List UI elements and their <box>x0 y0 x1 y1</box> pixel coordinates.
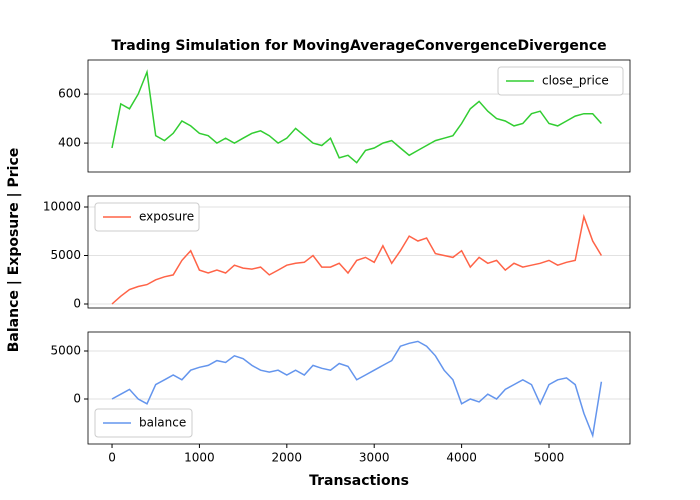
y-tick-label: 5000 <box>50 343 81 357</box>
legend-box <box>497 66 624 96</box>
data-line <box>111 340 603 439</box>
data-line <box>111 213 603 305</box>
legend-label: balance <box>139 416 186 430</box>
x-tick-label: 5000 <box>534 451 565 465</box>
x-tick-label: 0 <box>108 451 116 465</box>
x-tick-label: 1000 <box>184 451 215 465</box>
x-tick-label: 3000 <box>359 451 390 465</box>
chart-title: Trading Simulation for MovingAverageConv… <box>111 38 606 54</box>
plot-frame <box>87 195 631 309</box>
y-tick-label: 600 <box>58 87 81 101</box>
y-tick-label: 0 <box>73 297 81 311</box>
plot-frame <box>87 331 631 445</box>
legend-box <box>94 408 193 438</box>
y-tick-label: 5000 <box>50 248 81 262</box>
x-tick-label: 2000 <box>272 451 303 465</box>
y-tick-label: 0 <box>73 391 81 405</box>
legend-box <box>94 202 200 232</box>
data-line <box>111 69 602 164</box>
y-axis-label: Balance | Exposure | Price <box>6 148 22 353</box>
x-axis-label: Transactions <box>309 473 409 489</box>
y-tick-label: 400 <box>58 136 81 150</box>
x-tick-label: 4000 <box>446 451 477 465</box>
legend-label: exposure <box>139 210 194 224</box>
plot-frame <box>87 59 631 173</box>
y-tick-label: 10000 <box>43 200 81 214</box>
legend-label: close_price <box>542 74 609 88</box>
